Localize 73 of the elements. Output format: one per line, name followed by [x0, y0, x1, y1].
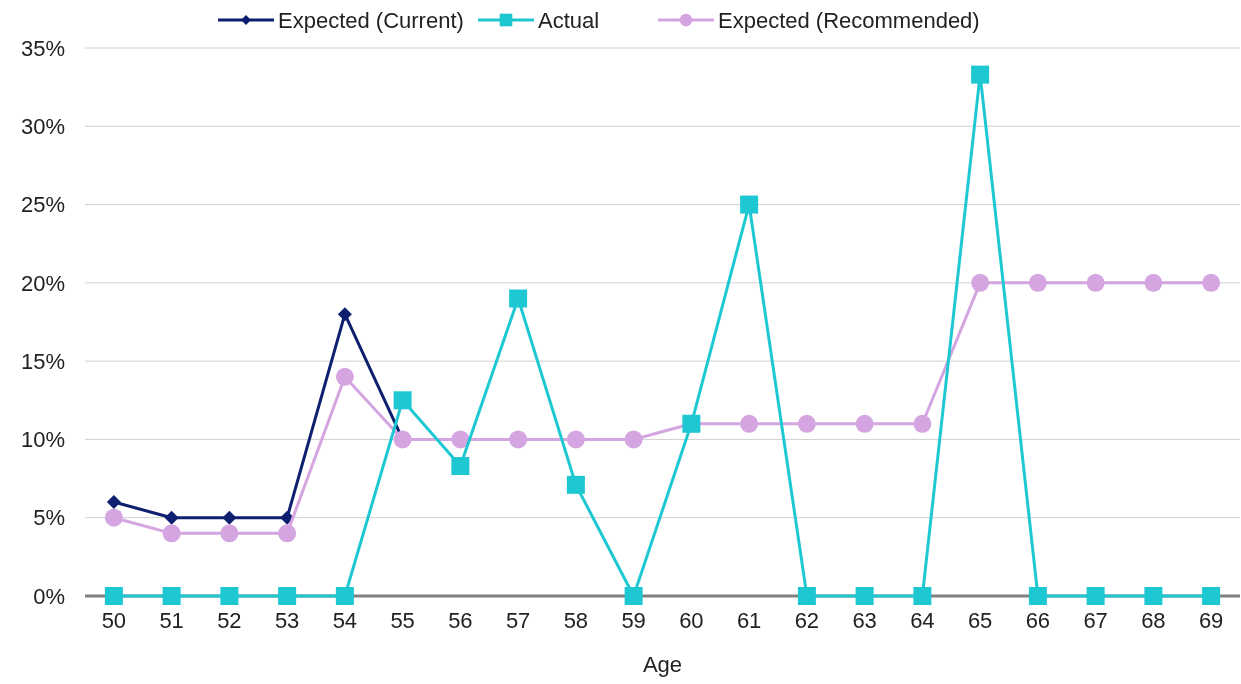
point — [337, 307, 352, 322]
x-tick-label: 67 — [1083, 608, 1108, 633]
point — [278, 524, 297, 543]
point — [855, 587, 874, 605]
point — [104, 508, 123, 527]
x-axis-title: Age — [642, 652, 683, 677]
point — [451, 457, 470, 476]
point — [162, 524, 181, 543]
point — [451, 430, 470, 449]
point — [797, 587, 816, 605]
x-tick-label: 57 — [505, 608, 531, 633]
point — [1028, 273, 1047, 292]
x-tick-label: 58 — [563, 608, 589, 633]
point — [1028, 587, 1047, 605]
x-tick-label: 56 — [448, 608, 473, 633]
legend-label: Expected (Current) — [278, 7, 464, 33]
x-tick-label: 52 — [217, 608, 242, 633]
point — [393, 391, 412, 410]
point — [222, 510, 237, 525]
point — [335, 587, 354, 605]
x-tick-label: 61 — [736, 608, 762, 633]
point — [913, 587, 932, 605]
x-tick-label: 55 — [390, 608, 415, 633]
point — [106, 495, 121, 510]
point — [335, 367, 354, 386]
y-tick-label: 15% — [20, 348, 65, 374]
x-tick-label: 50 — [101, 608, 127, 633]
legend-label: Expected (Recommended) — [718, 7, 980, 33]
x-tick-label: 59 — [621, 608, 646, 633]
y-tick-label: 5% — [33, 505, 65, 531]
y-tick-label: 20% — [20, 270, 65, 296]
point — [740, 414, 759, 433]
point — [566, 430, 585, 449]
point — [1202, 273, 1221, 292]
y-tick-label: 0% — [33, 583, 65, 609]
point — [1202, 587, 1221, 605]
point — [1086, 273, 1105, 292]
point — [220, 587, 239, 605]
point — [624, 587, 643, 605]
x-tick-label: 65 — [967, 608, 993, 633]
point — [164, 510, 179, 525]
point — [162, 587, 181, 605]
point — [913, 414, 932, 433]
x-tick-label: 68 — [1141, 608, 1166, 633]
point — [971, 65, 990, 84]
legend-label: Actual — [538, 7, 600, 33]
point — [509, 289, 528, 308]
point — [104, 587, 123, 605]
x-tick-label: 64 — [910, 608, 935, 633]
x-tick-label: 63 — [852, 608, 877, 633]
point — [278, 587, 297, 605]
point — [797, 414, 816, 433]
x-tick-label: 62 — [794, 608, 820, 633]
y-tick-label: 25% — [20, 192, 65, 218]
x-tick-label: 53 — [274, 608, 300, 633]
point — [566, 475, 585, 494]
point — [740, 195, 759, 214]
point — [1144, 273, 1163, 292]
x-tick-label: 66 — [1025, 608, 1051, 633]
point — [971, 273, 990, 292]
x-tick-label: 60 — [679, 608, 704, 633]
y-tick-label: 10% — [20, 427, 65, 453]
x-tick-label: 51 — [159, 608, 184, 633]
point — [1144, 587, 1163, 605]
point — [855, 414, 874, 433]
point — [220, 524, 239, 543]
point — [624, 430, 643, 449]
y-tick-label: 30% — [20, 113, 65, 139]
x-tick-label: 54 — [332, 608, 358, 633]
y-tick-label: 35% — [20, 35, 65, 61]
x-tick-label: 69 — [1198, 608, 1224, 633]
point — [509, 430, 528, 449]
point — [1086, 587, 1105, 605]
